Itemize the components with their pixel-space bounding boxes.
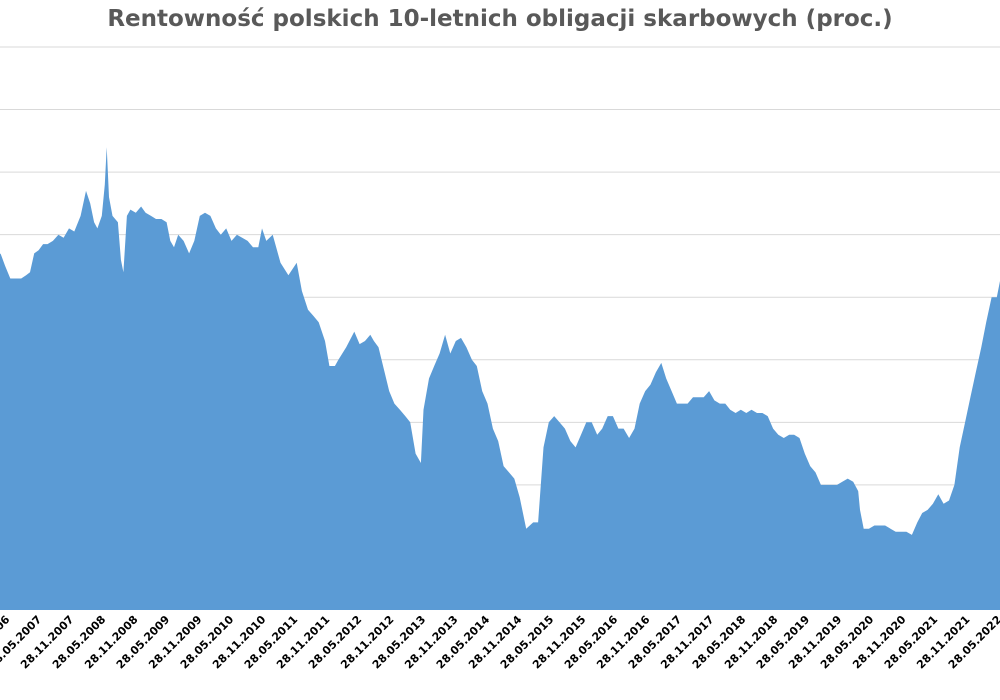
chart-title: Rentowność polskich 10-letnich obligacji…: [107, 6, 893, 32]
x-axis-tick-labels: 28.05.200628.11.200628.05.200728.11.2007…: [0, 613, 1000, 672]
yield-area-series: [0, 147, 1000, 610]
